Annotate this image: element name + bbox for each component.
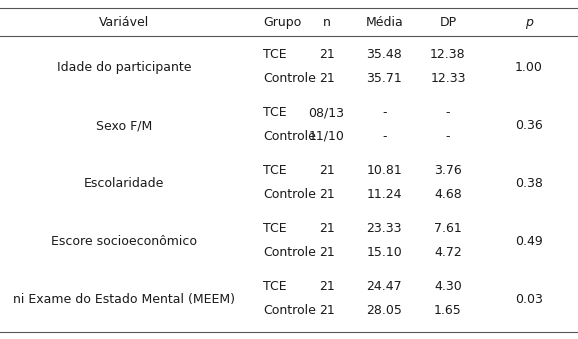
Text: 0.49: 0.49 bbox=[515, 235, 543, 248]
Text: 08/13: 08/13 bbox=[309, 106, 344, 119]
Text: TCE: TCE bbox=[263, 48, 287, 61]
Text: 1.00: 1.00 bbox=[515, 61, 543, 75]
Text: Média: Média bbox=[365, 16, 403, 28]
Text: -: - bbox=[446, 106, 450, 119]
Text: 35.71: 35.71 bbox=[366, 72, 402, 85]
Text: 24.47: 24.47 bbox=[366, 280, 402, 293]
Text: 35.48: 35.48 bbox=[366, 48, 402, 61]
Text: 0.03: 0.03 bbox=[515, 293, 543, 306]
Text: TCE: TCE bbox=[263, 280, 287, 293]
Text: Escolaridade: Escolaridade bbox=[84, 177, 165, 191]
Text: Idade do participante: Idade do participante bbox=[57, 61, 191, 75]
Text: 21: 21 bbox=[318, 304, 335, 317]
Text: Controle: Controle bbox=[263, 130, 316, 143]
Text: -: - bbox=[446, 130, 450, 143]
Text: Controle: Controle bbox=[263, 72, 316, 85]
Text: 0.36: 0.36 bbox=[515, 119, 543, 133]
Text: ni Exame do Estado Mental (MEEM): ni Exame do Estado Mental (MEEM) bbox=[13, 293, 235, 306]
Text: 3.76: 3.76 bbox=[434, 164, 462, 177]
Text: Controle: Controle bbox=[263, 304, 316, 317]
Text: Grupo: Grupo bbox=[263, 16, 301, 28]
Text: 21: 21 bbox=[318, 188, 335, 201]
Text: TCE: TCE bbox=[263, 106, 287, 119]
Text: 11.24: 11.24 bbox=[366, 188, 402, 201]
Text: 15.10: 15.10 bbox=[366, 246, 402, 259]
Text: 4.72: 4.72 bbox=[434, 246, 462, 259]
Text: DP: DP bbox=[439, 16, 457, 28]
Text: -: - bbox=[382, 130, 387, 143]
Text: TCE: TCE bbox=[263, 222, 287, 235]
Text: Controle: Controle bbox=[263, 246, 316, 259]
Text: 23.33: 23.33 bbox=[366, 222, 402, 235]
Text: p: p bbox=[525, 16, 533, 28]
Text: 12.33: 12.33 bbox=[430, 72, 466, 85]
Text: 21: 21 bbox=[318, 222, 335, 235]
Text: 21: 21 bbox=[318, 280, 335, 293]
Text: 21: 21 bbox=[318, 72, 335, 85]
Text: Sexo F/M: Sexo F/M bbox=[96, 119, 153, 133]
Text: 21: 21 bbox=[318, 246, 335, 259]
Text: Escore socioeconômico: Escore socioeconômico bbox=[51, 235, 197, 248]
Text: Controle: Controle bbox=[263, 188, 316, 201]
Text: 10.81: 10.81 bbox=[366, 164, 402, 177]
Text: 21: 21 bbox=[318, 164, 335, 177]
Text: n: n bbox=[323, 16, 331, 28]
Text: Variável: Variável bbox=[99, 16, 149, 28]
Text: 12.38: 12.38 bbox=[430, 48, 466, 61]
Text: 7.61: 7.61 bbox=[434, 222, 462, 235]
Text: 28.05: 28.05 bbox=[366, 304, 402, 317]
Text: 21: 21 bbox=[318, 48, 335, 61]
Text: TCE: TCE bbox=[263, 164, 287, 177]
Text: -: - bbox=[382, 106, 387, 119]
Text: 0.38: 0.38 bbox=[515, 177, 543, 191]
Text: 11/10: 11/10 bbox=[309, 130, 344, 143]
Text: 4.68: 4.68 bbox=[434, 188, 462, 201]
Text: 4.30: 4.30 bbox=[434, 280, 462, 293]
Text: 1.65: 1.65 bbox=[434, 304, 462, 317]
